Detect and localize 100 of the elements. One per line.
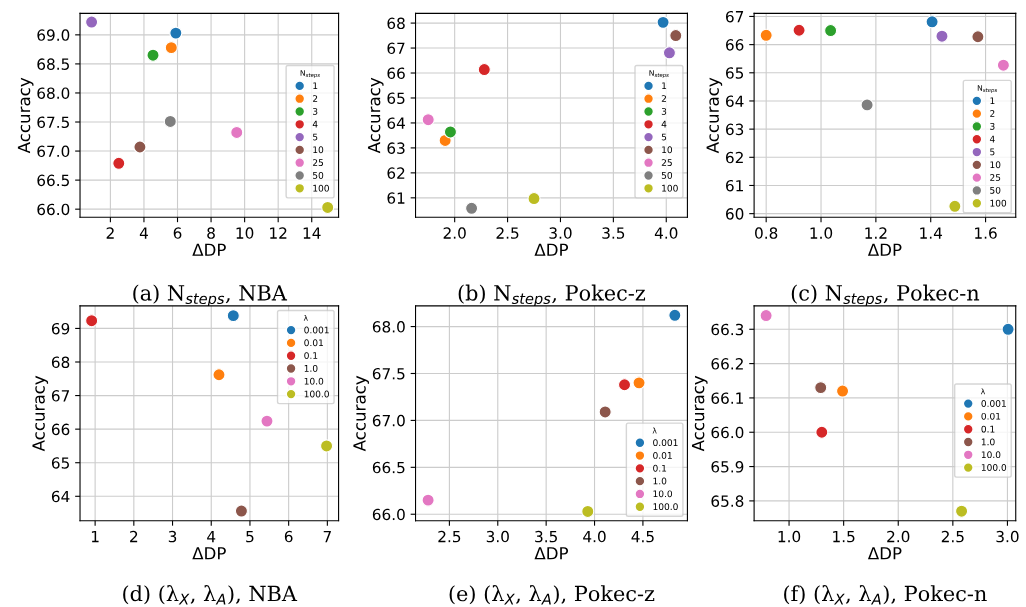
y-tick-label: 66 [387,67,405,80]
y-axis-title: Accuracy [367,77,384,154]
x-axis-title: ΔDP [534,547,569,560]
point [860,98,874,112]
y-tick-label: 66 [51,423,70,436]
x-axis-title: ΔDP [534,243,569,256]
legend-label: 25 [990,174,1001,181]
point [971,30,985,44]
y-tick-label: 66.1 [711,392,743,404]
x-axis-title: ΔDP [192,243,226,256]
x-tick-label: 1.0 [810,227,833,239]
y-tick-label: 67.5 [372,367,405,380]
y-tick-label: 64 [726,95,744,107]
legend-label: 0.001 [304,326,329,334]
point [421,493,435,507]
legend-label: 50 [313,171,324,179]
legend-label: 100.0 [304,390,329,398]
y-tick-label: 69 [51,322,70,335]
legend-label: 2 [661,95,666,102]
legend-label: 4 [989,135,995,143]
annotation: (a) N$_{steps}$, NBA [133,284,288,307]
y-tick-label: 68.0 [37,87,70,99]
point [617,378,632,392]
x-tick-label: 8 [207,227,215,239]
annotation: (b) N$_{steps}$, Pokec-z [458,284,646,307]
x-tick-label: 7 [323,531,331,543]
legend-label: 10.0 [981,451,1001,459]
y-tick-label: 66.3 [711,323,744,336]
legend-label: 1 [990,97,995,104]
x-tick-label: 0.8 [755,227,778,239]
y-tick-label: 67 [387,42,405,55]
point [226,309,240,323]
text: (d) (λ$_{X}$, λ$_{A}$), NBA [123,585,298,605]
x-tick-label: 3 [168,530,177,543]
point [465,201,479,215]
point [668,308,682,322]
point [112,156,126,170]
legend-label: 10 [990,161,1001,169]
legend-label: 10 [313,146,324,154]
x-tick-label: 4 [139,227,148,239]
point [925,15,939,29]
point [759,28,773,42]
point [824,23,838,38]
x-tick-label: 3.0 [996,530,1019,543]
point [815,425,829,439]
y-tick-label: 64 [387,117,405,129]
point [421,113,435,127]
legend-label: 3 [990,122,995,130]
point [759,308,773,323]
y-tick-label: 62 [726,151,743,164]
text: (e) (λ$_{X}$, λ$_{A}$), Pokec-z [449,585,655,605]
y-tick-label: 68.0 [372,321,405,333]
x-tick-label: 2.5 [438,530,461,543]
x-tick-label: 3.0 [549,227,572,239]
legend-label: 100 [313,184,329,192]
y-tick-label: 65.9 [711,461,744,473]
legend-label: 5 [313,133,318,141]
legend-label: 0.1 [653,464,667,472]
point [146,48,160,62]
point [169,26,183,40]
legend-label: 1.0 [981,438,995,446]
y-tick-label: 61 [726,179,743,192]
point [792,23,806,37]
legend-label: 100 [662,184,678,192]
legend-label: 1.0 [653,477,667,485]
legend-label: 1.0 [304,364,318,372]
y-tick-label: 66.0 [372,508,405,521]
x-tick-label: 2 [130,530,138,543]
y-axis-title: Accuracy [691,375,708,452]
point [996,58,1010,72]
annotation: (c) N$_{steps}$, Pokec-n [791,284,980,307]
point [955,504,969,518]
x-tick-label: 4.0 [583,530,606,543]
legend-label: 25 [312,159,324,166]
legend-label: 50 [661,171,673,179]
point [662,46,677,60]
y-tick-label: 66.5 [37,174,69,187]
point [85,15,99,29]
x-tick-label: 4.0 [654,227,678,239]
y-tick-label: 66.2 [711,358,743,370]
y-tick-label: 64 [51,490,70,503]
x-tick-label: 12 [270,227,287,239]
x-tick-label: 1.2 [865,227,887,239]
point [527,192,541,206]
y-tick-label: 65 [51,457,69,469]
legend-label: 2 [990,110,995,117]
point [443,125,458,139]
y-tick-label: 67 [726,10,744,23]
point [163,114,177,129]
y-tick-label: 67 [51,390,69,402]
y-axis-title: Accuracy [32,375,49,452]
x-axis-title: ΔDP [867,243,902,256]
point [164,41,178,55]
y-tick-label: 68.5 [37,58,69,70]
point [814,381,828,395]
point [320,439,334,453]
point [477,62,491,77]
legend-label: 3 [313,107,318,115]
y-tick-label: 68 [387,17,405,30]
legend-label: 1 [313,82,318,90]
